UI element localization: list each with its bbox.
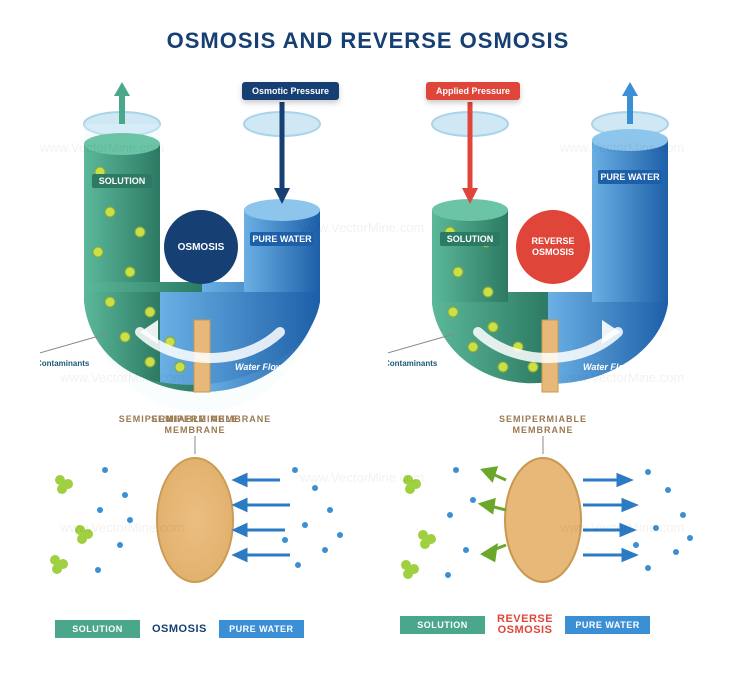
svg-text:SOLUTION: SOLUTION xyxy=(447,234,494,244)
osmotic-pressure-pill: Osmotic Pressure xyxy=(242,82,339,100)
applied-pressure-pill: Applied Pressure xyxy=(426,82,520,100)
reverse-osmosis-badge: REVERSE OSMOSIS xyxy=(516,210,590,284)
left-particles xyxy=(50,467,133,574)
osmosis-bottom-label: OSMOSIS xyxy=(146,623,213,635)
main-title: OSMOSIS AND REVERSE OSMOSIS xyxy=(0,0,736,54)
purewater-swatch: PURE WATER xyxy=(219,620,304,638)
svg-text:Contaminants: Contaminants xyxy=(388,359,438,368)
membrane-detail-right: SEMIPERMIABLEMEMBRANE xyxy=(378,410,708,610)
osmosis-badge: OSMOSIS xyxy=(164,210,238,284)
svg-text:SEMIPERMIABLEMEMBRANE: SEMIPERMIABLEMEMBRANE xyxy=(499,414,587,435)
svg-text:Water Flow: Water Flow xyxy=(583,362,632,372)
bottom-row-left: SOLUTION OSMOSIS PURE WATER xyxy=(55,620,304,638)
solution-label-left: SOLUTION xyxy=(99,176,146,186)
bottom-row-right: SOLUTION REVERSE OSMOSIS PURE WATER xyxy=(400,614,650,636)
up-arrow-icon xyxy=(114,82,130,96)
reverse-osmosis-panel: Applied Pressure Water Flow SO xyxy=(388,82,718,412)
reverse-bottom-label: REVERSE OSMOSIS xyxy=(491,614,559,636)
water-flow-label: Water Flow xyxy=(235,362,284,372)
purewater-label-left: PURE WATER xyxy=(252,234,312,244)
osmosis-panel: Osmotic Pressure xyxy=(40,82,370,412)
svg-text:PURE WATER: PURE WATER xyxy=(600,172,660,182)
solution-swatch: SOLUTION xyxy=(55,620,140,638)
contaminants-label: Contaminants xyxy=(40,359,90,368)
svg-text:SEMIPERMIABLEMEMBRANE: SEMIPERMIABLEMEMBRANE xyxy=(151,414,239,435)
membrane-detail-left: SEMIPERMIABLE MEMBRANE SEMIPERMIABLEMEMB… xyxy=(30,410,360,610)
